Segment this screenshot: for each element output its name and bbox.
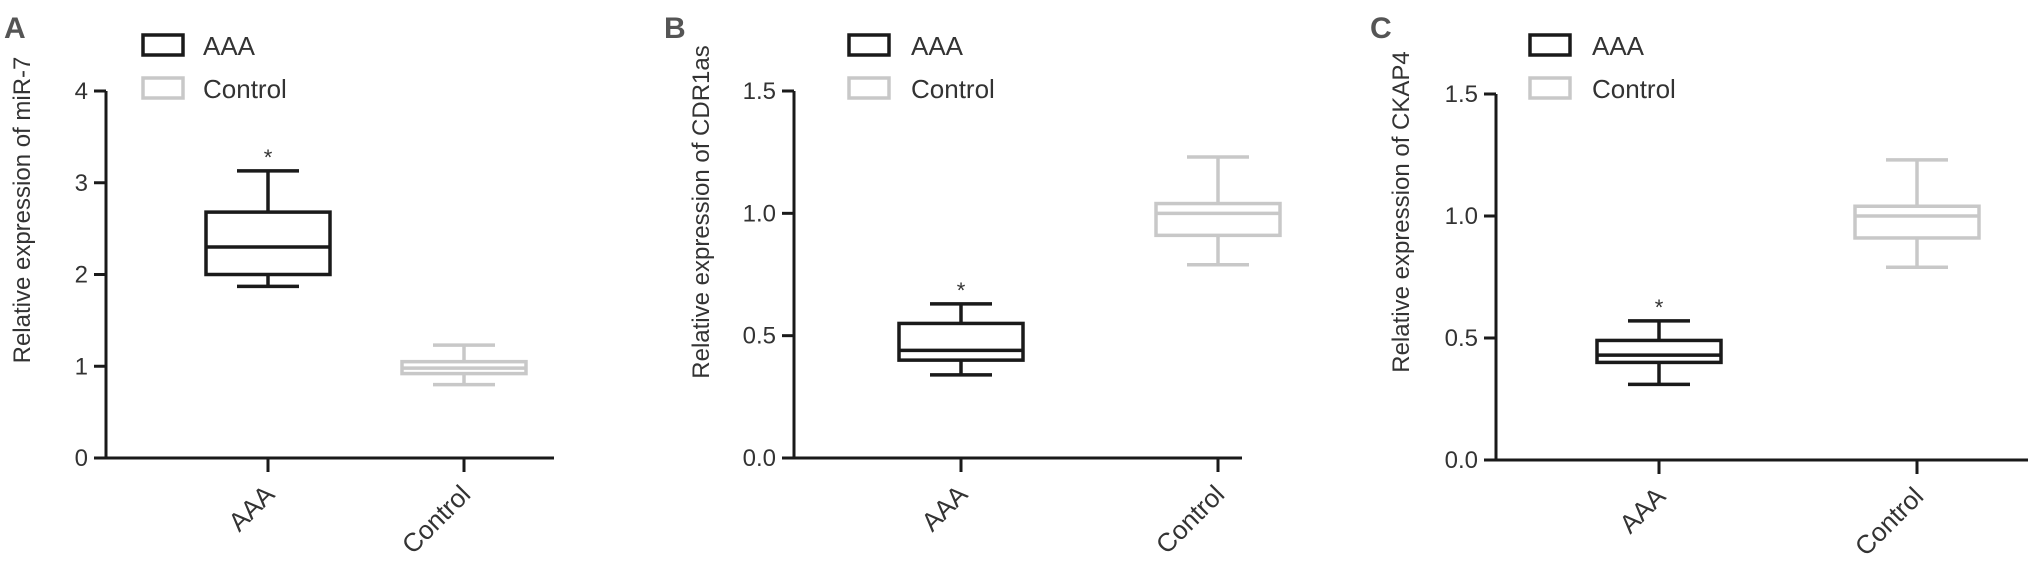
box-control: [400, 343, 528, 387]
significance-marker: *: [1655, 295, 1664, 320]
box-aaa: *: [204, 145, 332, 289]
box-iqr: [1154, 201, 1282, 238]
y-tick-label: 0: [75, 445, 88, 472]
plot-area: *: [204, 145, 528, 387]
y-tick-label: 3: [75, 170, 88, 197]
y-tick-label: 1.5: [1445, 81, 1478, 108]
legend-swatch-control: [1528, 76, 1572, 100]
y-axis: 0.0 0.5 1.0 1.5: [1445, 81, 1498, 474]
legend-label-control: Control: [203, 74, 287, 104]
x-tick-label: AAA: [915, 479, 973, 537]
y-tick-label: 0.5: [743, 323, 776, 350]
legend-label-aaa: AAA: [1592, 31, 1645, 61]
panel-label: A: [4, 12, 26, 45]
y-axis-label: Relative expression of miR-7: [9, 57, 36, 364]
box-iqr: [1853, 204, 1981, 240]
box-aaa: *: [897, 278, 1025, 377]
box-iqr: [1595, 338, 1723, 365]
y-tick-label: 1.0: [1445, 203, 1478, 230]
plot-area: *: [897, 155, 1282, 377]
plot-area: *: [1595, 158, 1981, 387]
y-tick-label: 1: [75, 353, 88, 380]
legend-label-control: Control: [911, 74, 995, 104]
x-axis: AAA Control: [1494, 458, 2028, 562]
x-tick-label: Control: [1849, 481, 1929, 561]
y-axis-label: Relative expression of CDR1as: [688, 45, 715, 378]
y-tick-label: 0.5: [1445, 325, 1478, 352]
panel-b: B Relative expression of CDR1as AAA Cont…: [664, 12, 1282, 560]
box-control: [1154, 155, 1282, 267]
panel-label: C: [1370, 12, 1392, 45]
y-tick-label: 0.0: [743, 445, 776, 472]
legend: AAA Control: [847, 31, 995, 104]
significance-marker: *: [957, 278, 966, 303]
legend-swatch-aaa: [847, 33, 891, 57]
x-tick-label: Control: [396, 479, 476, 559]
x-tick-label: Control: [1150, 479, 1230, 559]
legend-swatch-aaa: [141, 33, 185, 57]
x-tick-label: AAA: [222, 479, 280, 537]
significance-marker: *: [264, 145, 273, 170]
y-tick-label: 1.0: [743, 200, 776, 227]
y-tick-label: 2: [75, 262, 88, 289]
box-iqr: [897, 321, 1025, 362]
y-tick-label: 4: [75, 78, 88, 105]
legend-swatch-control: [141, 76, 185, 100]
y-axis-label: Relative expression of CKAP4: [1388, 51, 1415, 373]
x-tick-label: AAA: [1613, 481, 1671, 539]
y-axis: 0.0 0.5 1.0 1.5: [743, 78, 796, 472]
box-aaa: *: [1595, 295, 1723, 387]
box-iqr: [204, 210, 332, 277]
panel-a: A Relative expression of miR-7 AAA Contr…: [4, 12, 554, 560]
legend-label-aaa: AAA: [203, 31, 256, 61]
x-axis: AAA Control: [104, 456, 554, 560]
legend-label-control: Control: [1592, 74, 1676, 104]
legend: AAA Control: [1528, 31, 1676, 104]
y-axis: 0 1 2 3 4: [75, 78, 108, 472]
y-tick-label: 0.0: [1445, 447, 1478, 474]
panel-c: C Relative expression of CKAP4 AAA Contr…: [1370, 12, 2028, 562]
box-control: [1853, 158, 1981, 269]
legend-swatch-control: [847, 76, 891, 100]
y-tick-label: 1.5: [743, 78, 776, 105]
legend-label-aaa: AAA: [911, 31, 964, 61]
legend-swatch-aaa: [1528, 33, 1572, 57]
x-axis: AAA Control: [792, 456, 1242, 560]
panel-label: B: [664, 12, 686, 45]
legend: AAA Control: [141, 31, 287, 104]
